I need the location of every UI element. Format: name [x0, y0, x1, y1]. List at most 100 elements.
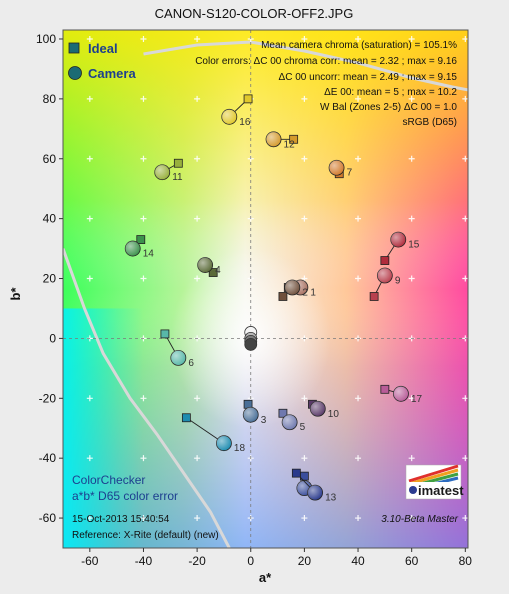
caption-line: ColorChecker — [72, 473, 145, 487]
grid-cross — [462, 395, 468, 402]
grid-cross — [355, 155, 362, 162]
grid-cross — [86, 215, 93, 222]
grid-cross — [86, 35, 93, 42]
camera-marker-shine-15 — [390, 232, 406, 248]
grid-cross — [86, 275, 93, 282]
camera-marker-shine-11 — [154, 164, 170, 180]
camera-marker-shine-3 — [243, 407, 259, 423]
legend: Ideal Camera — [68, 41, 136, 81]
y-tick-label: -40 — [39, 451, 57, 465]
patch-label-1: 1 — [310, 288, 316, 299]
grid-cross — [462, 275, 468, 282]
grid-cross — [140, 515, 147, 522]
patch-label-2: 2 — [302, 288, 308, 299]
y-tick-label: 80 — [43, 92, 57, 106]
patch-label-14: 14 — [143, 249, 155, 260]
camera-marker-shine-14 — [125, 241, 141, 257]
camera-marker-shine-2 — [284, 280, 300, 296]
y-tick-label: 100 — [36, 32, 56, 46]
caption-line: Reference: X-Rite (default) (new) — [72, 530, 219, 541]
x-tick-label: 60 — [405, 554, 419, 568]
y-tick-label: 60 — [43, 152, 57, 166]
grid-cross — [355, 455, 362, 462]
gamut-boundary-top — [143, 40, 468, 92]
grid-cross — [408, 35, 415, 42]
ideal-marker-15 — [380, 256, 390, 265]
ideal-marker-18 — [181, 413, 191, 423]
camera-marker-shine-13 — [307, 485, 323, 501]
camera-marker-shine-7 — [329, 160, 345, 176]
patch-label-10: 10 — [328, 409, 340, 420]
camera-marker-shine-18 — [216, 435, 232, 451]
grid-cross — [301, 395, 308, 402]
patch-label-11: 11 — [172, 172, 183, 183]
y-tick-label: -60 — [39, 511, 57, 525]
grid-cross — [140, 395, 147, 402]
patch-label-16: 16 — [239, 117, 251, 128]
patch-label-5: 5 — [300, 422, 306, 433]
grid-cross — [140, 455, 147, 462]
grid-cross — [408, 275, 415, 282]
gamut-boundary-left — [63, 248, 231, 548]
grid-cross — [462, 515, 468, 522]
ideal-marker-5 — [278, 408, 288, 418]
camera-marker-shine-10 — [310, 401, 326, 417]
x-axis-label: a* — [259, 570, 272, 585]
camera-marker-shine-17 — [393, 386, 409, 402]
grid-cross — [408, 95, 415, 102]
patch-label-3: 3 — [261, 415, 267, 426]
legend-camera-marker — [68, 66, 82, 80]
y-tick-label: 0 — [49, 331, 56, 345]
ideal-marker-6 — [160, 329, 170, 339]
info-text-block: Mean camera chroma (saturation) = 105.1%… — [195, 40, 457, 128]
grid-cross — [86, 455, 93, 462]
imatest-logo: imatest — [405, 464, 464, 500]
x-tick-label: 20 — [298, 554, 312, 568]
grid-cross — [194, 275, 201, 282]
info-line: W Bal (Zones 2-5) ΔC 00 = 1.0 — [320, 102, 457, 113]
grid-cross — [408, 455, 415, 462]
patch-label-6: 6 — [188, 358, 194, 369]
grid-cross — [462, 95, 468, 102]
grid-cross — [462, 455, 468, 462]
caption-line: 15-Oct-2013 15:40:54 — [72, 514, 170, 525]
y-tick-label: 40 — [43, 212, 57, 226]
ideal-marker-11 — [173, 158, 183, 168]
ideal-marker-12 — [289, 134, 299, 144]
y-tick-label: 20 — [43, 272, 57, 286]
patch-label-9: 9 — [395, 276, 401, 287]
y-tick-label: -20 — [39, 391, 57, 405]
grid-cross — [355, 35, 362, 42]
grid-cross — [194, 455, 201, 462]
ideal-marker-16 — [243, 94, 253, 104]
grid-cross — [140, 215, 147, 222]
grid-cross — [301, 35, 308, 42]
grid-cross — [301, 155, 308, 162]
logo-text: imatest — [418, 483, 464, 498]
x-tick-label: 0 — [247, 554, 254, 568]
info-line: sRGB (D65) — [403, 117, 457, 128]
patch-label-17: 17 — [411, 394, 423, 405]
patch-label-18: 18 — [234, 443, 246, 454]
info-line: Mean camera chroma (saturation) = 105.1% — [261, 40, 457, 51]
camera-marker-shine-5 — [282, 414, 298, 430]
grid-cross — [86, 395, 93, 402]
patch-label-12: 12 — [284, 139, 296, 150]
grid-cross — [301, 95, 308, 102]
camera-marker-shine-6 — [170, 350, 186, 366]
ideal-marker-14 — [136, 235, 146, 244]
patch-label-13: 13 — [325, 493, 337, 504]
grid-cross — [86, 155, 93, 162]
grid-cross — [301, 455, 308, 462]
grid-cross — [408, 215, 415, 222]
camera-marker-shine-16 — [221, 109, 237, 125]
grid-cross — [355, 515, 362, 522]
grid-cross — [462, 215, 468, 222]
info-line: ΔE 00: mean = 5 ; max = 10.2 — [324, 87, 457, 98]
grid-cross — [140, 275, 147, 282]
plot-frame — [62, 29, 469, 549]
patch-label-7: 7 — [347, 168, 353, 179]
axes: -60 -40 -20 0 20 40 60 80 -60 -40 -20 0 20 40 60 80 100 — [36, 32, 472, 568]
x-tick-label: 40 — [351, 554, 365, 568]
